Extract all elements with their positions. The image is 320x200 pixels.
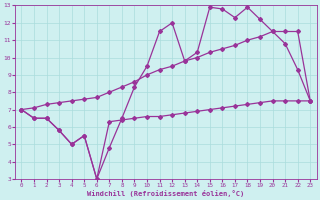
X-axis label: Windchill (Refroidissement éolien,°C): Windchill (Refroidissement éolien,°C) (87, 190, 244, 197)
